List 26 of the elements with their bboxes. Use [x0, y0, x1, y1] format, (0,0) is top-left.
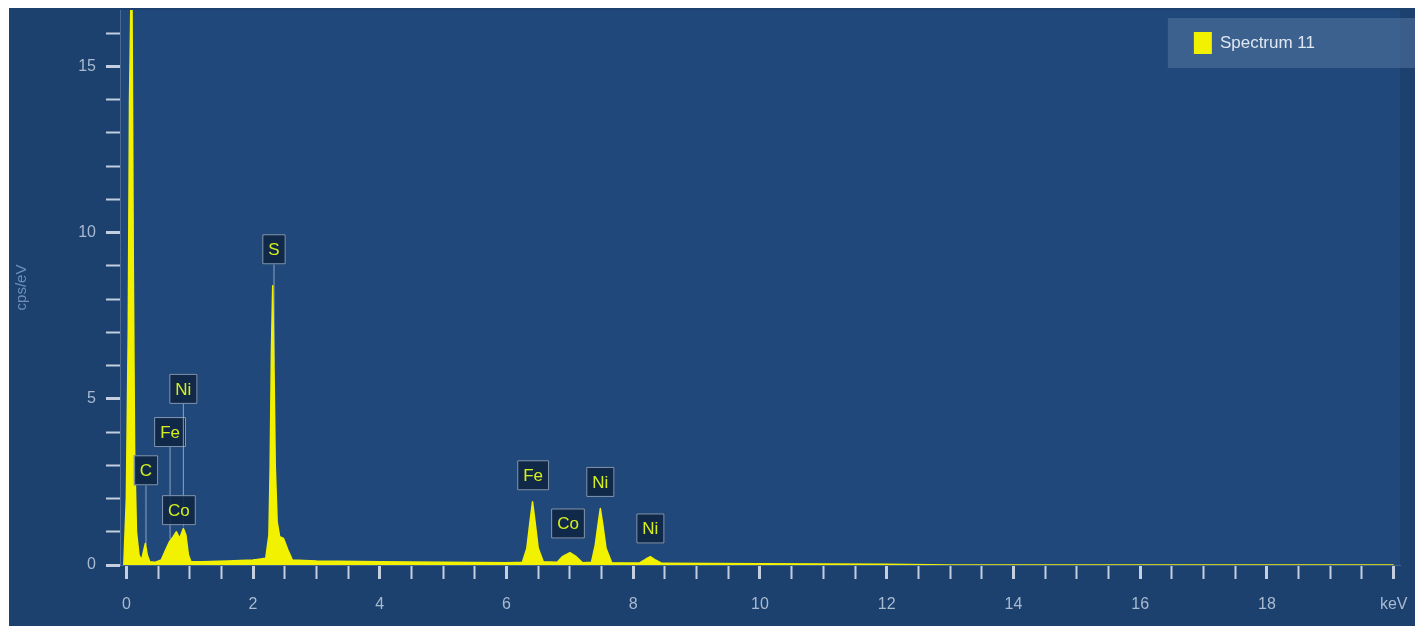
x-tick-label: 2 [248, 595, 258, 613]
annotation: Fe [160, 422, 180, 442]
x-tick-label: 4 [375, 595, 385, 613]
annotation: Ni [592, 472, 609, 492]
annotation: S [268, 239, 280, 259]
x-tick-label: keV [1379, 595, 1408, 613]
annotation: Ni [642, 519, 659, 539]
x-tick-label: 12 [877, 595, 896, 613]
x-tick-label: 18 [1258, 595, 1276, 613]
y-tick-label: 0 [87, 555, 97, 573]
x-tick-label: 8 [628, 595, 638, 613]
y-tick-label: 10 [78, 223, 97, 241]
annotation: Co [168, 500, 190, 520]
x-tick-label: 0 [121, 595, 131, 613]
y-tick-label: 15 [78, 56, 97, 74]
y-tick-label: 5 [87, 389, 97, 407]
y-axis-title: cps/eV [12, 264, 30, 311]
legend-label: Spectrum 11 [1219, 32, 1316, 52]
x-tick-label: 6 [502, 595, 512, 613]
annotation: C [139, 460, 153, 480]
annotation: Co [557, 514, 579, 534]
x-tick-label: 10 [751, 595, 769, 613]
annotation: Ni [175, 379, 192, 399]
annotation: Fe [523, 465, 544, 485]
x-tick-label: 14 [1004, 595, 1023, 613]
x-tick-label: 16 [1131, 595, 1150, 613]
